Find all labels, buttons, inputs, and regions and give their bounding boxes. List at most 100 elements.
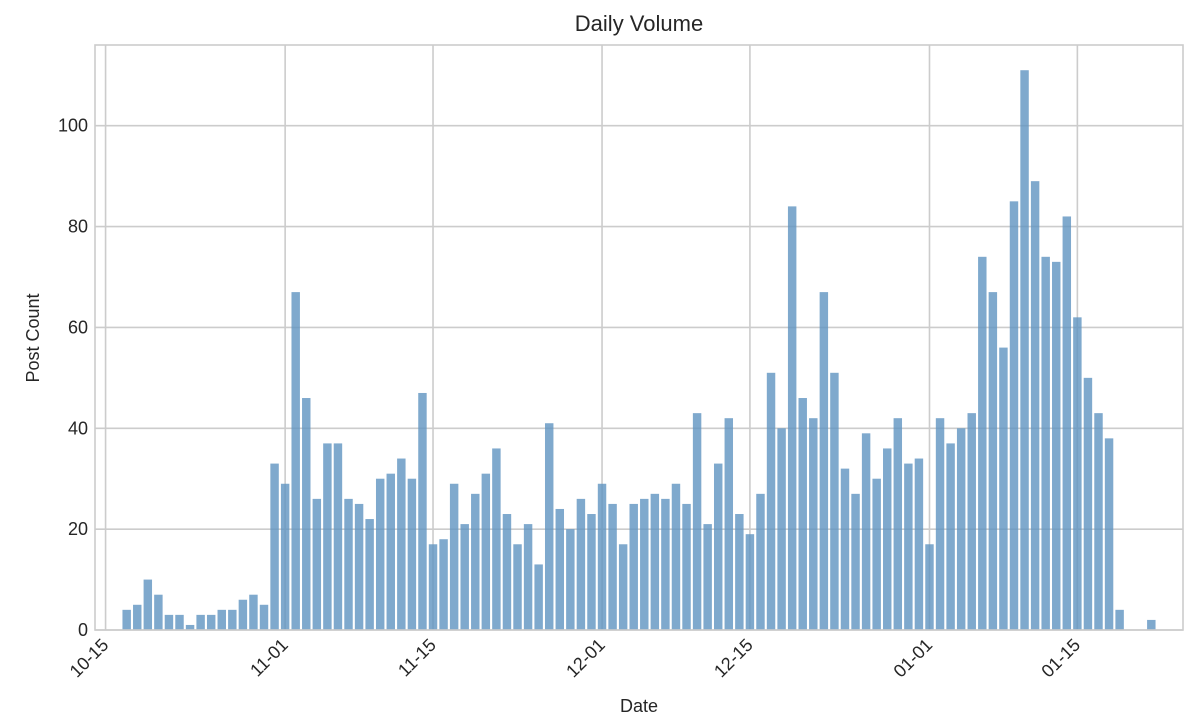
bar <box>914 458 924 630</box>
bar <box>809 418 818 630</box>
bar <box>851 493 860 630</box>
bar <box>407 478 417 630</box>
bar <box>502 514 512 630</box>
bar <box>566 529 575 630</box>
bars <box>122 70 1156 630</box>
bar <box>1020 70 1029 630</box>
bar <box>766 372 776 630</box>
bar <box>618 544 628 630</box>
y-tick-label: 0 <box>78 620 88 640</box>
bar <box>344 498 353 630</box>
x-tick-labels: 10-15 11-01 11-15 12-01 12-15 01-01 01-15 <box>66 635 1085 682</box>
bar <box>988 292 998 630</box>
bar <box>196 614 205 630</box>
bar <box>217 609 226 630</box>
bar <box>904 463 913 630</box>
bar <box>608 503 617 630</box>
bar <box>1052 261 1061 630</box>
bar <box>333 443 343 630</box>
bar <box>840 468 850 630</box>
bar <box>1083 377 1093 630</box>
y-tick-label: 60 <box>68 317 88 337</box>
y-axis-label: Post Count <box>23 293 43 382</box>
bar <box>597 483 607 630</box>
bar <box>661 498 670 630</box>
bar <box>819 292 829 630</box>
bar <box>861 433 871 630</box>
x-tick-label: 12-01 <box>562 635 609 682</box>
bar <box>893 418 903 630</box>
bar <box>228 609 237 630</box>
y-tick-label: 20 <box>68 519 88 539</box>
bar <box>164 614 174 630</box>
bar <box>185 624 195 630</box>
bar <box>830 372 839 630</box>
bar <box>999 347 1008 630</box>
y-tick-label: 80 <box>68 217 88 237</box>
bar <box>397 458 406 630</box>
bar <box>1094 413 1103 630</box>
bar <box>492 448 501 630</box>
bar <box>872 478 881 630</box>
bar <box>735 514 744 630</box>
bar <box>175 614 184 630</box>
bar <box>650 493 660 630</box>
bar <box>259 604 269 630</box>
bar <box>312 498 322 630</box>
bar <box>122 609 131 630</box>
bar <box>1147 619 1156 630</box>
x-tick-label: 10-15 <box>66 635 113 682</box>
bar <box>471 493 480 630</box>
bar <box>418 392 427 630</box>
y-tick-label: 100 <box>58 116 88 136</box>
bar <box>534 564 543 630</box>
bar <box>671 483 681 630</box>
bar <box>703 524 712 630</box>
bar <box>956 428 966 630</box>
bar <box>1009 201 1019 630</box>
bar <box>513 544 522 630</box>
bar <box>777 428 786 630</box>
bar <box>629 503 638 630</box>
bar <box>1030 181 1040 630</box>
bar <box>238 599 248 630</box>
bar <box>756 493 765 630</box>
bar <box>1115 609 1124 630</box>
bar <box>154 594 163 630</box>
bar <box>967 413 976 630</box>
x-tick-label: 11-15 <box>394 635 440 681</box>
bar <box>587 514 596 630</box>
bar <box>1062 216 1072 630</box>
bar <box>576 498 586 630</box>
bar <box>133 604 142 630</box>
bar <box>449 483 459 630</box>
bar <box>724 418 734 630</box>
bar <box>935 418 945 630</box>
bar <box>143 579 153 630</box>
x-axis-label: Date <box>620 696 658 716</box>
bar <box>1104 438 1114 630</box>
bar <box>386 473 395 630</box>
bar <box>439 539 448 630</box>
bar <box>1041 256 1050 630</box>
bar <box>787 206 797 630</box>
bar <box>481 473 491 630</box>
bar <box>682 503 691 630</box>
bar <box>280 483 290 630</box>
bar <box>523 524 533 630</box>
bar <box>713 463 723 630</box>
bar <box>270 463 279 630</box>
y-tick-labels: 0 20 40 60 80 100 <box>58 116 88 640</box>
bar <box>544 423 554 630</box>
bar <box>1073 317 1082 630</box>
bar <box>291 292 300 630</box>
x-tick-label: 01-01 <box>890 635 937 682</box>
bar <box>249 594 258 630</box>
bar <box>745 534 755 630</box>
bar <box>365 519 374 630</box>
bar <box>302 398 311 630</box>
x-tick-label: 11-01 <box>246 635 292 681</box>
bar <box>323 443 332 630</box>
chart-title: Daily Volume <box>575 11 703 36</box>
